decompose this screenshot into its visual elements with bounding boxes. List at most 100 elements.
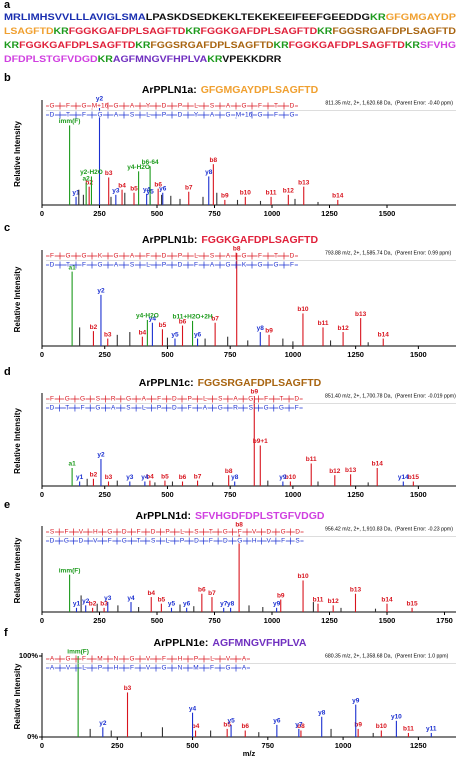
peak-label: b2 xyxy=(85,179,93,186)
peak-label: b4 xyxy=(192,723,200,730)
x-tick-label: 1250 xyxy=(347,350,364,359)
ladder-residue: G xyxy=(65,656,70,663)
x-tick-label: 500 xyxy=(151,209,164,218)
peak-label: b6-64 xyxy=(142,159,159,166)
ladder-residue: D xyxy=(50,112,55,119)
ladder-residue: D xyxy=(194,538,199,545)
peak-label: y5 xyxy=(227,718,235,725)
peak-label: b14 xyxy=(332,193,344,200)
x-axis-label: m/z xyxy=(243,749,256,757)
ladder-residue: G xyxy=(65,396,70,403)
x-tick-label: 250 xyxy=(98,350,111,359)
peak-label: y7 xyxy=(295,722,303,729)
ladder-residue: D xyxy=(172,396,177,403)
title-peptide: FGGKGAFDPLSAGFTD xyxy=(201,234,318,246)
peak-label: b5 xyxy=(158,596,166,603)
ladder-residue: M xyxy=(193,665,198,672)
ladder-residue: G xyxy=(264,405,269,412)
peak-label: b9 xyxy=(265,328,273,335)
ladder-residue: S xyxy=(50,529,55,536)
ladder-residue: F xyxy=(238,529,242,536)
ladder-residue: F xyxy=(281,538,285,545)
ladder-residue: F xyxy=(274,112,278,119)
title-peptide: GFGMGAYDPLSAGFTD xyxy=(201,84,319,96)
ladder-residue: H xyxy=(114,665,119,672)
ladder-residue: S xyxy=(218,396,223,403)
peak-label: b12 xyxy=(329,468,341,475)
peak-label: b7 xyxy=(194,473,202,480)
ladder-residue: G xyxy=(97,112,102,119)
peak-label: y10 xyxy=(391,714,402,721)
title-name: ArPPLN1c: xyxy=(139,377,194,389)
y-axis-label: Relative Intensity xyxy=(13,266,22,332)
ladder-residue: H xyxy=(178,656,183,663)
x-tick-label: 1250 xyxy=(321,209,338,218)
x-tick-label: 250 xyxy=(98,490,111,499)
ladder-residue: A xyxy=(242,665,247,672)
peak-label: b4 xyxy=(118,182,126,189)
peak-label: b6 xyxy=(179,474,187,481)
ladder-residue: D xyxy=(223,538,228,545)
ladder-residue: R xyxy=(111,396,116,403)
x-tick-label: 500 xyxy=(161,490,174,499)
panel-letter: d xyxy=(4,366,11,378)
x-tick-label: 750 xyxy=(208,616,221,625)
ladder-residue: F xyxy=(50,253,54,260)
peak-label: y2 xyxy=(96,96,104,103)
ladder-residue: S xyxy=(295,538,300,545)
ladder-residue: G xyxy=(257,112,262,119)
ladder-residue: D xyxy=(178,262,183,269)
title-peptide: FGGSRGAFDPLSAGFTD xyxy=(198,377,322,389)
ladder-residue: G xyxy=(49,103,54,110)
peak-label: b3 xyxy=(105,474,113,481)
ladder-residue: P xyxy=(162,112,166,119)
peak-label: b3 xyxy=(124,685,132,692)
peak-label: b8 xyxy=(225,468,233,475)
panel-letter: e xyxy=(4,499,10,511)
ladder-residue: F xyxy=(130,665,134,672)
sequence-segment: SFVHG xyxy=(420,40,456,51)
ladder-residue: S xyxy=(126,405,131,412)
ladder-residue: D xyxy=(172,405,177,412)
ladder-residue: H xyxy=(93,529,98,536)
peak-label: b8 xyxy=(297,723,305,730)
ladder-residue: N xyxy=(178,665,183,672)
ladder-residue: F xyxy=(82,262,86,269)
ladder-residue: A xyxy=(210,112,215,119)
ladder-residue: L xyxy=(146,262,150,269)
ladder-residue: D xyxy=(79,538,84,545)
ladder-residue: D xyxy=(50,405,55,412)
ladder-residue: A xyxy=(114,112,119,119)
parent-error: (Parent Error: 0.99 ppm) xyxy=(395,250,451,256)
sequence-segment: FGGKGAFDPLSAGFTD xyxy=(289,40,405,51)
y-axis-label: Relative Intensity xyxy=(13,121,22,187)
ladder-residue: G xyxy=(225,665,230,672)
ladder-residue: G xyxy=(223,529,228,536)
peak-label: y4-H2O xyxy=(136,313,159,320)
ladder-residue: F xyxy=(66,103,70,110)
ladder-residue: T xyxy=(274,103,278,110)
sequence-segment: GFGMGAYDP xyxy=(386,12,457,23)
peak-label: y14 xyxy=(398,474,409,481)
ladder-residue: S xyxy=(130,262,135,269)
ladder-residue: Y xyxy=(146,103,151,110)
sequence-segment: KR xyxy=(370,12,386,23)
peak-label: y8 xyxy=(227,601,235,608)
ladder-residue: G xyxy=(80,396,85,403)
x-tick-label: 1250 xyxy=(347,490,364,499)
peak-label: b11 xyxy=(306,456,317,463)
x-tick-label: 0 xyxy=(40,616,44,625)
y-tick-label: 0% xyxy=(27,732,38,741)
title-name: ArPPLN1e: xyxy=(154,637,209,649)
peak-label: y4 xyxy=(189,705,197,712)
peak-label: y6 xyxy=(273,718,281,725)
x-tick-label: 1500 xyxy=(410,350,427,359)
peak-label: y4-H2O xyxy=(127,164,150,171)
peak-label: b9 xyxy=(250,389,258,396)
sequence-segment: FGGKGAFDPLSAGFTD xyxy=(19,40,135,51)
ladder-residue: A xyxy=(111,405,116,412)
ladder-residue: A xyxy=(226,103,231,110)
ladder-residue: K xyxy=(98,253,103,260)
peak-label: y6 xyxy=(183,601,191,608)
peak-label: b7 xyxy=(211,315,219,322)
